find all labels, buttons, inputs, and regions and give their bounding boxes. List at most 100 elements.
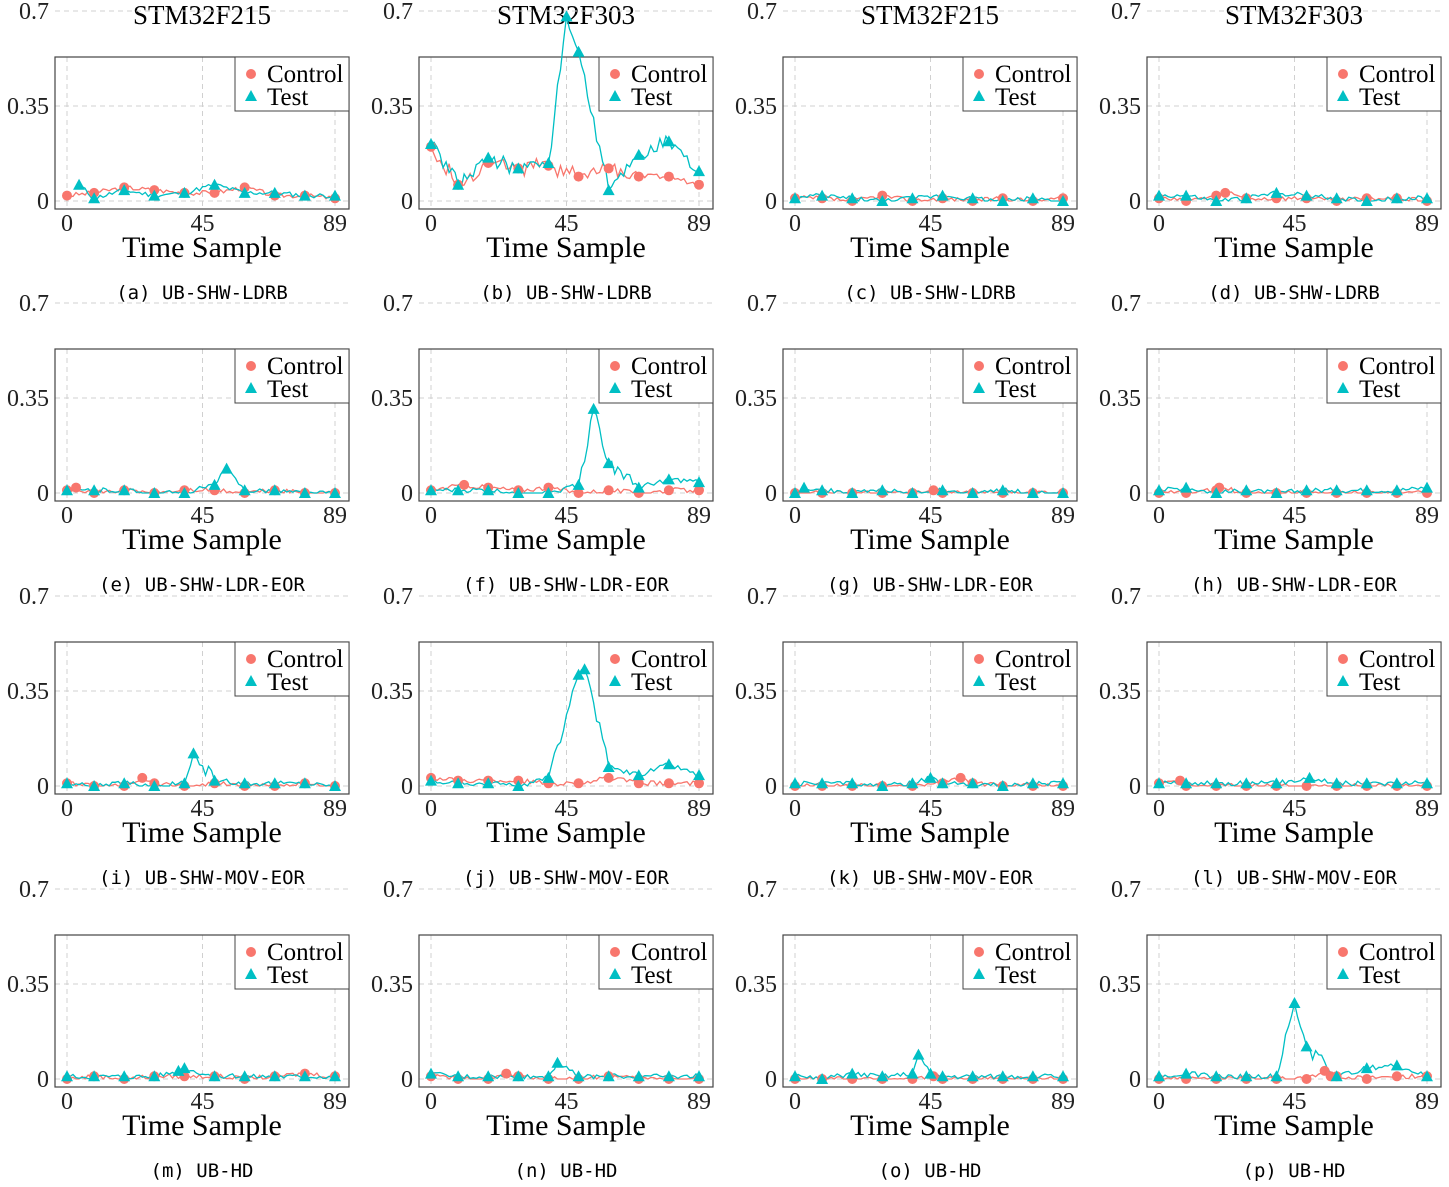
test-point <box>542 157 555 168</box>
test-point <box>602 457 615 469</box>
control-point <box>663 485 674 496</box>
series-line-test <box>794 1053 1064 1080</box>
x-tick-label: 0 <box>789 503 801 529</box>
x-tick-label: 45 <box>555 1089 579 1115</box>
y-tick-label: 0.7 <box>1111 0 1141 25</box>
y-tick-label: 0.7 <box>1111 584 1141 610</box>
test-point <box>238 777 251 789</box>
test-point <box>118 1070 131 1082</box>
test-point <box>1288 997 1301 1008</box>
x-tick-label: 89 <box>687 1089 711 1115</box>
test-point <box>298 1070 311 1082</box>
legend-control-marker <box>246 69 256 79</box>
control-point <box>633 171 644 182</box>
panel-caption: (a) UB-SHW-LDRB <box>116 282 288 304</box>
test-point <box>551 1056 564 1068</box>
legend-control-marker <box>974 654 984 664</box>
plot-frame <box>54 56 350 210</box>
test-point <box>482 1070 495 1082</box>
test-point <box>936 189 949 201</box>
legend-control-marker <box>246 361 256 371</box>
legend-label-test: Test <box>267 84 308 111</box>
x-tick-label: 0 <box>425 796 437 822</box>
legend-test-marker <box>609 382 621 393</box>
test-point <box>452 777 465 789</box>
test-point <box>178 777 191 789</box>
control-point <box>62 190 72 201</box>
test-point <box>906 1067 919 1079</box>
x-axis-label: Time Sample <box>1214 816 1374 849</box>
test-point <box>512 780 525 791</box>
legend-test-marker <box>245 968 257 979</box>
test-point <box>1180 777 1193 789</box>
legend-test-marker <box>1337 675 1349 686</box>
y-tick-label: 0.7 <box>383 584 413 610</box>
x-tick-label: 45 <box>1283 1089 1307 1115</box>
test-point <box>587 402 600 414</box>
test-point <box>298 777 311 789</box>
test-point <box>238 1070 251 1082</box>
panel-caption: (n) UB-HD <box>515 1160 618 1182</box>
test-point <box>560 10 573 22</box>
test-point <box>73 178 86 190</box>
test-point <box>816 777 829 789</box>
test-point <box>425 138 437 149</box>
x-tick-label: 89 <box>1415 796 1439 822</box>
test-point <box>632 148 645 160</box>
x-axis-label: Time Sample <box>850 816 1010 849</box>
x-tick-label: 89 <box>323 503 347 529</box>
plot-frame <box>418 348 714 502</box>
test-point <box>1240 484 1253 496</box>
series-line-test <box>1158 1002 1428 1081</box>
test-point <box>1057 1070 1069 1082</box>
control-point <box>137 772 148 783</box>
legend-box <box>234 56 350 112</box>
plot-frame <box>782 934 1078 1088</box>
legend-label-test: Test <box>1359 962 1400 989</box>
legend-label-control: Control <box>631 939 707 966</box>
x-axis-label: Time Sample <box>850 231 1010 264</box>
y-tick-label: 0.35 <box>735 679 777 705</box>
x-tick-label: 89 <box>1051 211 1075 237</box>
plot-frame <box>54 934 350 1088</box>
y-tick-label: 0 <box>37 481 49 507</box>
y-tick-label: 0.7 <box>1111 877 1141 903</box>
y-tick-label: 0.35 <box>7 972 49 998</box>
test-point <box>632 481 645 493</box>
legend-test-marker <box>973 382 985 393</box>
x-axis-label: Time Sample <box>850 523 1010 556</box>
test-point <box>966 487 979 498</box>
test-point <box>1330 484 1343 496</box>
test-point <box>1421 192 1433 204</box>
control-point <box>603 772 614 783</box>
plot-frame <box>782 56 1078 210</box>
legend-control-marker <box>610 654 620 664</box>
series-line-test <box>430 1061 700 1080</box>
series-line-control <box>66 185 336 200</box>
legend-label-test: Test <box>267 962 308 989</box>
column-header-1: STM32F215 <box>133 0 271 30</box>
legend-label-control: Control <box>631 353 707 380</box>
test-point <box>268 484 281 496</box>
y-tick-label: 0.7 <box>19 584 49 610</box>
y-tick-label: 0 <box>401 189 413 215</box>
legend-control-marker <box>974 947 984 957</box>
test-point <box>482 777 495 789</box>
test-point <box>1153 1070 1165 1082</box>
control-point <box>603 485 614 496</box>
series-line-control <box>430 482 700 495</box>
x-tick-label: 89 <box>687 211 711 237</box>
y-tick-label: 0.35 <box>371 94 413 120</box>
test-point <box>118 484 131 496</box>
